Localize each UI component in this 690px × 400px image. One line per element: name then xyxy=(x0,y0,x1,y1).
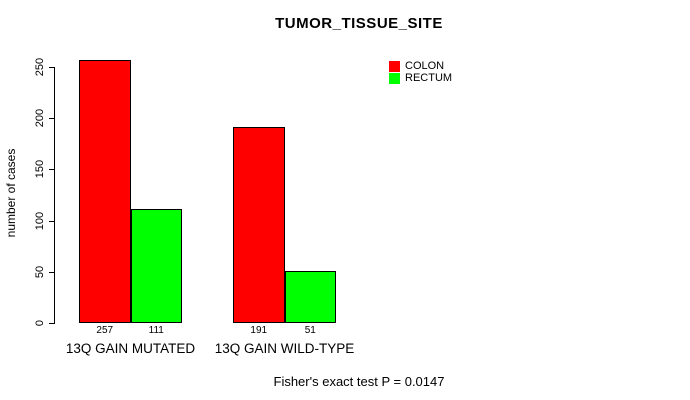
legend-item-colon: COLON xyxy=(389,60,452,73)
y-axis-tick-label: 50 xyxy=(34,265,46,278)
y-axis-tick-label: 250 xyxy=(34,57,46,77)
bar-value-label: 111 xyxy=(148,325,164,336)
bar-colon-1 xyxy=(79,59,131,323)
y-axis-tick-label: 200 xyxy=(34,109,46,128)
bar-value-label: 51 xyxy=(304,325,316,336)
y-axis-tick-label: 150 xyxy=(34,160,46,179)
y-axis-tick xyxy=(49,169,54,171)
category-label: 13Q GAIN MUTATED xyxy=(65,341,196,356)
y-axis-tick-label: 100 xyxy=(34,211,46,230)
legend-swatch-colon xyxy=(389,60,400,72)
y-axis-tick xyxy=(49,67,54,68)
y-axis-tick xyxy=(49,323,54,324)
legend-label-rectum: RECTUM xyxy=(405,72,453,85)
bar-value-label: 191 xyxy=(250,325,268,336)
y-axis-tick xyxy=(49,271,54,273)
y-axis-line xyxy=(54,67,55,324)
category-label: 13Q GAIN WILD-TYPE xyxy=(214,341,355,356)
y-axis-tick-label: 0 xyxy=(34,319,46,327)
bar-rectum-2 xyxy=(284,270,336,323)
y-axis-tick xyxy=(49,118,54,120)
legend-label-colon: COLON xyxy=(405,59,445,72)
y-axis-title: number of cases xyxy=(4,148,18,238)
bar-value-label: 257 xyxy=(96,325,114,336)
legend-swatch-rectum xyxy=(389,73,400,85)
bar-rectum-1 xyxy=(130,209,182,323)
legend: COLON RECTUM xyxy=(389,60,452,85)
legend-item-rectum: RECTUM xyxy=(389,73,452,86)
annotation-text: Fisher's exact test P = 0.0147 xyxy=(273,374,445,389)
bar-colon-2 xyxy=(233,127,285,323)
chart-title: TUMOR_TISSUE_SITE xyxy=(275,15,443,32)
y-axis-tick xyxy=(49,220,54,222)
